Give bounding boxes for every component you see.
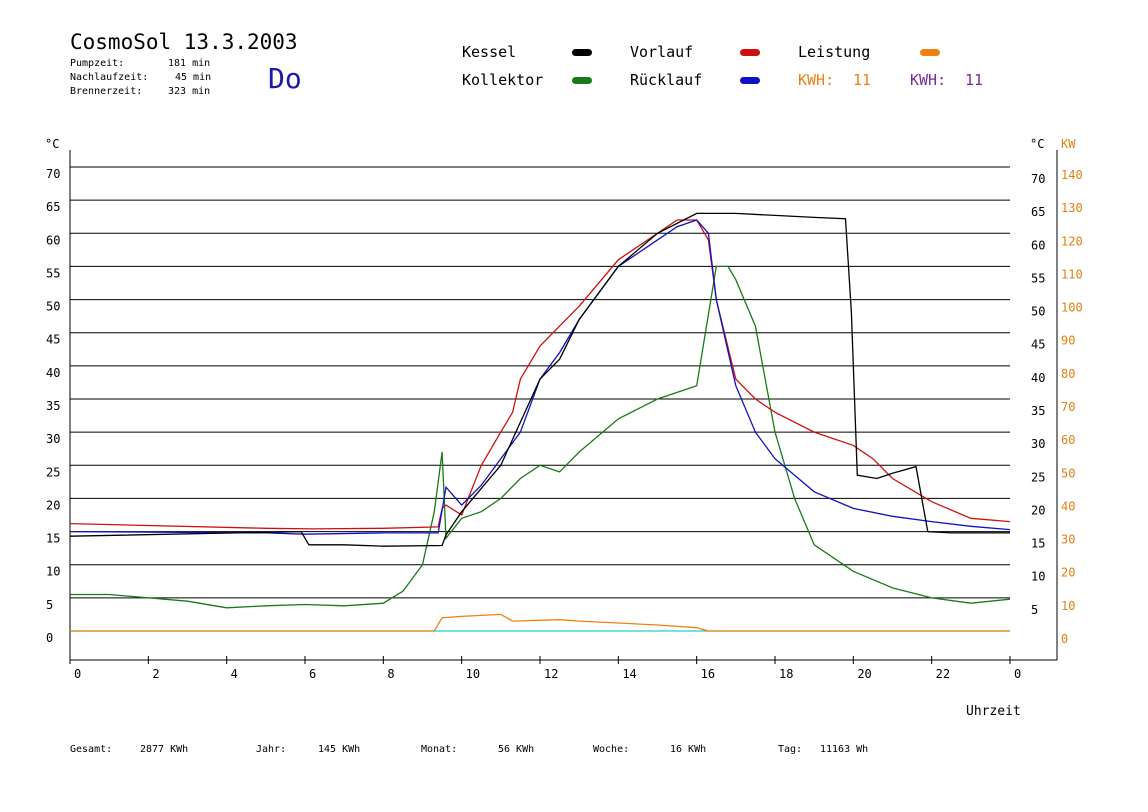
y-tick-label-right-temp: 60 [1031, 238, 1045, 252]
year-value: 145 KWh [318, 744, 361, 755]
legend-vorlauf-swatch [740, 49, 760, 56]
y-tick-label-right-power: 90 [1061, 334, 1075, 348]
y-tick-label-right-power: 40 [1061, 499, 1075, 513]
y-axis-right-power-unit: KW [1061, 137, 1076, 151]
y-tick-label-right-power: 50 [1061, 466, 1075, 480]
burner-time-value: 323 min [168, 86, 211, 97]
y-tick-label-right-power: 60 [1061, 433, 1075, 447]
kwh2-label: KWH: [910, 71, 947, 89]
y-axis-right-temp-unit: °C [1030, 137, 1044, 151]
month-value: 56 KWh [498, 744, 535, 755]
x-tick-label: 4 [231, 667, 238, 681]
kwh2-value: 11 [965, 71, 984, 89]
y-tick-label-left: 25 [46, 465, 60, 479]
legend-ruecklauf-swatch [740, 77, 760, 84]
x-tick-label: 10 [466, 667, 480, 681]
x-tick-label: 0 [74, 667, 81, 681]
pump-time-value: 181 min [168, 58, 211, 69]
week-value: 16 KWh [670, 744, 707, 755]
y-tick-label-left: 0 [46, 631, 53, 645]
x-tick-label: 2 [152, 667, 159, 681]
y-tick-label-right-temp: 35 [1031, 404, 1045, 418]
series-line-kollektor [70, 265, 1011, 609]
y-axis-left-unit: °C [45, 137, 59, 151]
y-tick-label-left: 60 [46, 233, 60, 247]
y-tick-label-left: 65 [46, 200, 60, 214]
x-tick-label: 18 [779, 667, 793, 681]
y-tick-label-right-power: 10 [1061, 599, 1075, 613]
y-tick-label-right-power: 0 [1061, 632, 1068, 646]
y-tick-label-left: 40 [46, 366, 60, 380]
month-label: Monat: [421, 744, 458, 755]
y-tick-label-left: 70 [46, 167, 60, 181]
x-tick-label: 0 [1014, 667, 1021, 681]
x-tick-label: 8 [387, 667, 394, 681]
y-tick-label-right-temp: 50 [1031, 305, 1045, 319]
total-label: Gesamt: [70, 744, 113, 755]
x-tick-label: 16 [701, 667, 715, 681]
x-tick-label: 14 [622, 667, 636, 681]
y-tick-label-right-temp: 5 [1031, 603, 1038, 617]
y-tick-label-left: 30 [46, 432, 60, 446]
y-tick-label-right-power: 20 [1061, 566, 1075, 580]
y-tick-label-right-power: 70 [1061, 400, 1075, 414]
series-line-kessel [69, 212, 1010, 547]
week-label: Woche: [593, 744, 630, 755]
y-tick-label-left: 10 [46, 565, 60, 579]
x-tick-label: 6 [309, 667, 316, 681]
legend-kessel-swatch [572, 49, 592, 56]
y-tick-label-right-power: 130 [1061, 201, 1083, 215]
y-tick-label-right-temp: 25 [1031, 470, 1045, 484]
y-tick-label-left: 45 [46, 333, 60, 347]
day-total-value: 11163 Wh [820, 744, 869, 755]
y-tick-label-right-temp: 20 [1031, 503, 1045, 517]
y-tick-label-right-power: 120 [1061, 234, 1083, 248]
pump-time-label: Pumpzeit: [70, 58, 125, 69]
x-tick-label: 20 [857, 667, 871, 681]
series-line-ruecklauf [69, 219, 1011, 535]
kwh1-value: 11 [853, 71, 872, 89]
x-axis-label: Uhrzeit [966, 704, 1021, 719]
y-tick-label-right-power: 80 [1061, 367, 1075, 381]
legend-leistung-swatch [920, 49, 940, 56]
run-on-time-label: Nachlaufzeit: [70, 72, 149, 83]
y-tick-label-right-power: 110 [1061, 267, 1083, 281]
kwh1-label: KWH: [798, 71, 835, 89]
legend-kollektor-swatch [572, 77, 592, 84]
chart-title: CosmoSol 13.3.2003 [70, 30, 298, 54]
y-tick-label-left: 15 [46, 532, 60, 546]
y-tick-label-right-temp: 70 [1031, 172, 1045, 186]
legend-kessel: Kessel [462, 43, 517, 61]
legend-kollektor: Kollektor [462, 71, 544, 89]
y-tick-label-right-temp: 30 [1031, 437, 1045, 451]
y-tick-label-left: 5 [46, 598, 53, 612]
y-tick-label-right-power: 30 [1061, 533, 1075, 547]
y-tick-label-right-temp: 40 [1031, 371, 1045, 385]
run-on-time-value: 45 min [175, 72, 212, 83]
x-tick-label: 12 [544, 667, 558, 681]
series-line-leistung [70, 613, 1010, 632]
y-tick-label-left: 55 [46, 266, 60, 280]
y-tick-label-right-power: 100 [1061, 301, 1083, 315]
y-tick-label-right-temp: 55 [1031, 271, 1045, 285]
y-tick-label-right-temp: 10 [1031, 570, 1045, 584]
burner-time-label: Brennerzeit: [70, 86, 143, 97]
legend-vorlauf: Vorlauf [630, 43, 694, 61]
y-tick-label-left: 35 [46, 399, 60, 413]
y-tick-label-left: 20 [46, 498, 60, 512]
y-tick-label-right-temp: 15 [1031, 537, 1045, 551]
total-value: 2877 KWh [140, 744, 189, 755]
y-tick-label-right-temp: 65 [1031, 205, 1045, 219]
y-tick-label-right-power: 140 [1061, 168, 1083, 182]
y-tick-label-right-temp: 45 [1031, 338, 1045, 352]
year-label: Jahr: [256, 744, 287, 755]
legend-ruecklauf: Rücklauf [630, 71, 703, 89]
x-tick-label: 22 [936, 667, 950, 681]
weekday-label: Do [268, 62, 302, 95]
day-total-label: Tag: [778, 744, 803, 755]
legend-leistung: Leistung [798, 43, 871, 61]
y-tick-label-left: 50 [46, 300, 60, 314]
